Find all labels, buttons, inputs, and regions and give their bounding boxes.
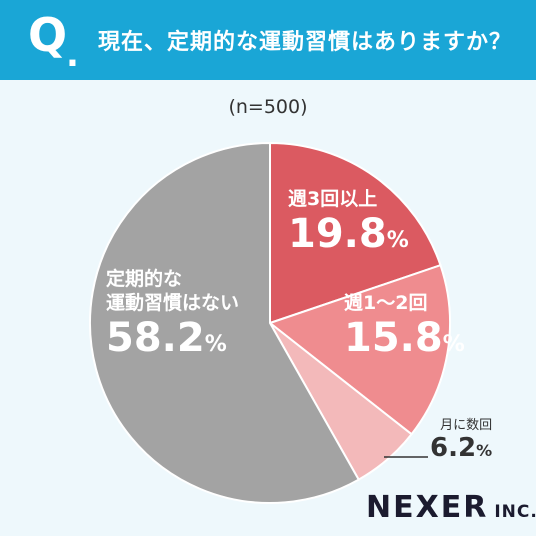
slice-name: 月に数回 bbox=[440, 418, 493, 433]
slice-label-monthly: 月に数回 6.2% bbox=[430, 414, 492, 463]
brand-sub: INC. bbox=[494, 502, 536, 522]
slice-unit: % bbox=[204, 331, 227, 357]
question-banner: Q . 現在、定期的な運動習慣はありますか？ bbox=[0, 0, 536, 80]
slice-value: 6.2 bbox=[430, 433, 477, 463]
slice-label-weekly-3plus: 週3回以上 19.8% bbox=[288, 188, 409, 256]
slice-value: 19.8 bbox=[288, 210, 387, 257]
q-dot: . bbox=[66, 35, 79, 75]
slice-name: 週1〜2回 bbox=[344, 292, 428, 314]
question-text: 現在、定期的な運動習慣はありますか？ bbox=[98, 30, 513, 55]
slice-unit: % bbox=[386, 227, 409, 253]
slice-unit: % bbox=[476, 441, 493, 460]
nexer-logo: NEXER INC. bbox=[366, 490, 536, 525]
pie-slice-none bbox=[89, 141, 361, 504]
slice-value: 58.2 bbox=[106, 314, 205, 361]
slice-label-none: 定期的な 運動習慣はない 58.2% bbox=[106, 268, 239, 360]
pie-slice-weekly-3plus bbox=[269, 141, 442, 325]
slice-name-line2: 運動習慣はない bbox=[106, 291, 240, 314]
slice-name-line1: 定期的な bbox=[106, 268, 183, 290]
sample-size-label: (n=500) bbox=[228, 96, 308, 118]
slice-unit: % bbox=[442, 331, 465, 357]
slice-value: 15.8 bbox=[344, 314, 443, 361]
slice-name: 週3回以上 bbox=[288, 188, 378, 210]
brand-main: NEXER bbox=[366, 490, 489, 525]
q-mark: Q bbox=[28, 8, 68, 62]
slice-label-weekly-1to2: 週1〜2回 15.8% bbox=[344, 292, 465, 360]
pie-slice-weekly-1to2 bbox=[267, 263, 451, 436]
